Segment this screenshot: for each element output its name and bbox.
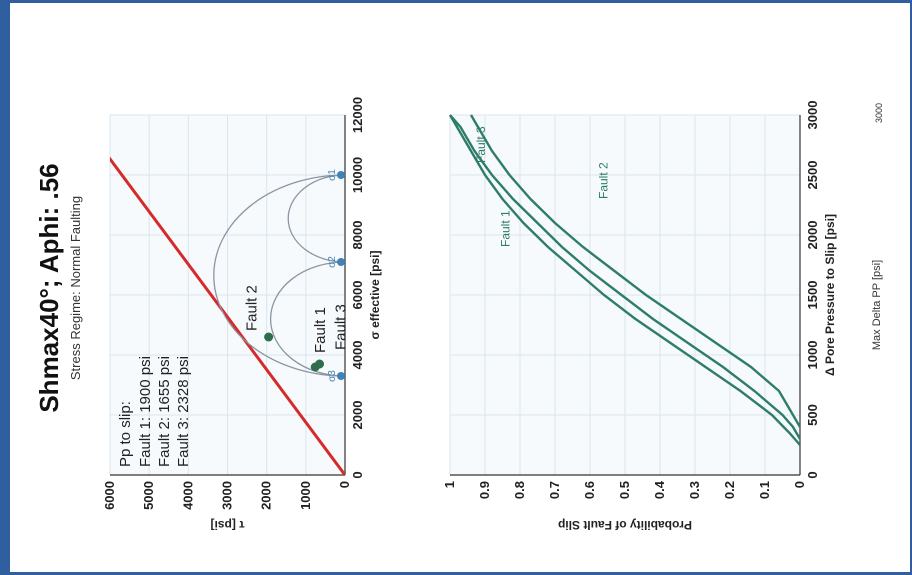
- prob-x-tick-label: 2000: [805, 221, 820, 250]
- prob-y-tick-label: 0.5: [617, 481, 632, 499]
- figure-title: Shmax40°; Aphi: .56: [34, 163, 64, 412]
- prob-x-tick-label: 0: [805, 471, 820, 478]
- mohr-x-tick-label: 0: [350, 471, 365, 478]
- prob-x-tick-label: 3000: [805, 101, 820, 130]
- annotation-line: Fault 3: 2328 psi: [175, 356, 192, 467]
- annotation-line: Fault 2: 1655 psi: [156, 356, 173, 467]
- prob-x-tick-label: 1000: [805, 341, 820, 370]
- prob-y-axis-label: Probability of Fault Slip: [558, 518, 692, 532]
- mohr-x-tick-label: 2000: [350, 401, 365, 430]
- prob-y-tick-label: 0.7: [547, 481, 562, 499]
- prob-y-tick-label: 1: [442, 481, 457, 488]
- prob-y-tick-label: 0: [792, 481, 807, 488]
- fault-point-label: Fault 1: [312, 307, 329, 353]
- mohr-diagram: 0 2000 4000 6000 8000 10000 12000 0 1000 2000 3000…: [102, 97, 382, 532]
- annotation-line: Fault 1: 1900 psi: [137, 356, 154, 467]
- prob-x-tick-label: 1500: [805, 281, 820, 310]
- series-label: Fault 1: [499, 210, 513, 247]
- mohr-x-tick-label: 8000: [350, 221, 365, 250]
- series-line-fault-1: [449, 114, 802, 440]
- stress-marker: [337, 372, 345, 380]
- figure-subtitle: Stress Regime: Normal Faulting: [68, 196, 83, 380]
- mohr-y-tick-label: 4000: [180, 481, 195, 510]
- prob-y-tick-label: 0.3: [687, 481, 702, 499]
- stress-marker-label: σ3: [327, 370, 338, 382]
- mohr-y-tick-label: 1000: [298, 481, 313, 510]
- annotation-heading: Pp to slip:: [117, 401, 134, 467]
- fault-point-label: Fault 3: [333, 304, 350, 350]
- mohr-y-tick-label: 3000: [220, 481, 235, 510]
- mohr-y-tick-label: 0: [337, 481, 352, 488]
- series-line-fault-2: [469, 114, 802, 428]
- prob-y-tick-label: 0.1: [757, 481, 772, 499]
- prob-y-tick-label: 0.8: [512, 481, 527, 499]
- prob-y-tick-label: 0.4: [652, 480, 667, 499]
- prob-x-axis-label: Δ Pore Pressure to Slip [psi]: [823, 214, 837, 376]
- mohr-circle-s2-s1: [287, 174, 346, 263]
- stress-marker-label: σ1: [327, 169, 338, 181]
- prob-x-tick-label: 500: [805, 404, 820, 426]
- series-line-fault-3: [448, 114, 801, 446]
- mohr-x-axis-label: σ effective [psi]: [368, 251, 382, 340]
- prob-y-tick-label: 0.2: [722, 481, 737, 499]
- prob-x-tick-label: 2500: [805, 161, 820, 190]
- mohr-x-tick-label: 12000: [350, 97, 365, 133]
- series-label: Fault 2: [597, 162, 611, 199]
- fault-point-label: Fault 2: [244, 285, 261, 331]
- mohr-x-tick-label: 4000: [350, 341, 365, 370]
- fault-point: [264, 332, 274, 342]
- max-delta-pp-value: 3000: [874, 103, 884, 123]
- series-label: Fault 3: [474, 126, 488, 163]
- slip-probability-chart: 0 500 1000 1500 2000 2500 3000 0 0.1 0.2 0.3 0.4 0.5…: [442, 101, 837, 532]
- stress-marker-label: σ2: [327, 256, 338, 268]
- mohr-y-tick-label: 2000: [259, 481, 274, 510]
- failure-envelope-line: [110, 129, 345, 475]
- max-delta-pp-label: Max Delta PP [psi]: [871, 260, 883, 350]
- stress-marker: [337, 171, 345, 179]
- prob-y-tick-label: 0.9: [477, 481, 492, 499]
- fault-point: [315, 359, 325, 369]
- mohr-y-axis-label: τ [psi]: [210, 518, 244, 532]
- mohr-y-tick-label: 5000: [141, 481, 156, 510]
- stress-marker: [337, 258, 345, 266]
- mohr-x-tick-label: 10000: [350, 157, 365, 193]
- mohr-circle-s3-s1: [213, 174, 346, 377]
- mohr-y-tick-label: 6000: [102, 481, 117, 510]
- mohr-x-tick-label: 6000: [350, 281, 365, 310]
- prob-y-tick-label: 0.6: [582, 481, 597, 499]
